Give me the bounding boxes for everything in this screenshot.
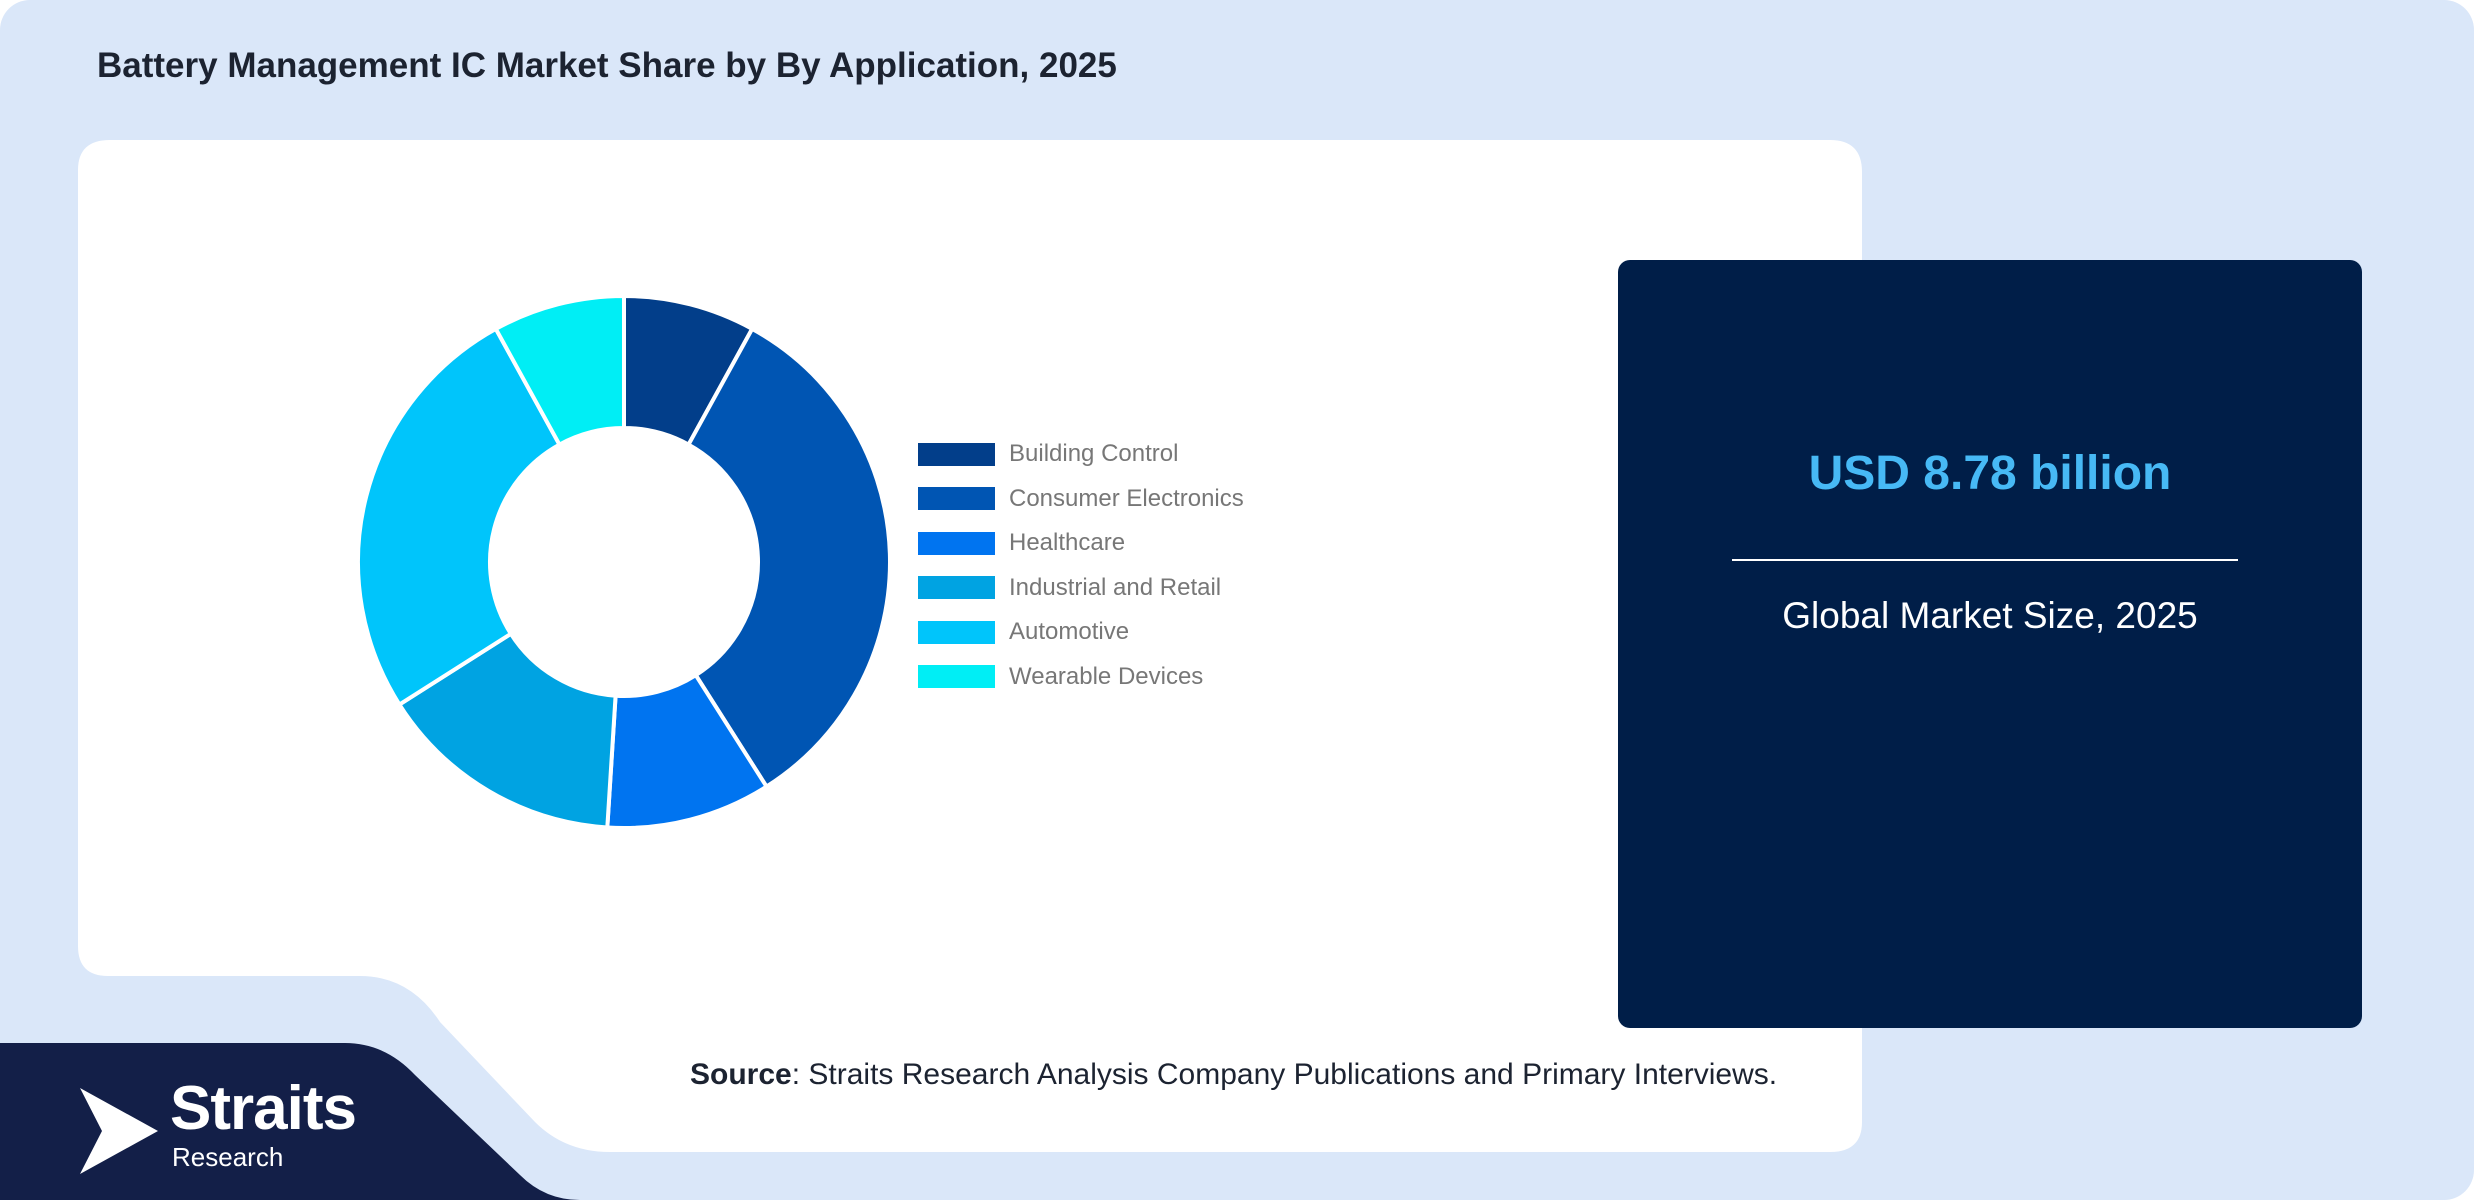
legend-label-consumer-electronics: Consumer Electronics — [1009, 484, 1244, 512]
straits-logo-icon — [80, 1088, 158, 1174]
source-label: Source — [690, 1058, 792, 1091]
donut-slice-consumer-electronics — [685, 326, 892, 790]
legend-swatch-building-control — [918, 442, 995, 466]
legend-item-automotive: Automotive — [918, 610, 1244, 655]
logo-wordmark: Straits — [170, 1074, 357, 1143]
legend-swatch-automotive — [918, 620, 995, 644]
donut-slice-industrial-and-retail — [396, 631, 618, 830]
legend-item-wearable-devices: Wearable Devices — [918, 655, 1244, 700]
legend-label-healthcare: Healthcare — [1009, 529, 1126, 557]
legend-label-automotive: Automotive — [1009, 618, 1130, 646]
legend-item-consumer-electronics: Consumer Electronics — [918, 477, 1244, 522]
legend-item-building-control: Building Control — [918, 432, 1244, 477]
legend-item-healthcare: Healthcare — [918, 521, 1244, 566]
market-size-card: USD 8.78 billion Global Market Size, 202… — [1618, 260, 2362, 1028]
market-size-label: Global Market Size, 2025 — [1782, 595, 2198, 636]
logo-subtext: Research — [172, 1142, 284, 1172]
donut-chart — [356, 293, 892, 830]
market-card-divider — [1732, 559, 2238, 561]
legend-item-industrial-and-retail: Industrial and Retail — [918, 566, 1244, 611]
legend-label-industrial-and-retail: Industrial and Retail — [1009, 573, 1222, 601]
market-size-value: USD 8.78 billion — [1808, 447, 2172, 500]
donut-slice-wearable-devices — [493, 293, 626, 448]
legend-swatch-consumer-electronics — [918, 487, 995, 511]
donut-slice-automotive — [356, 326, 563, 708]
source-text: : Straits Research Analysis Company Publ… — [791, 1058, 1778, 1091]
legend-label-building-control: Building Control — [1009, 440, 1179, 468]
legend-swatch-industrial-and-retail — [918, 576, 995, 600]
chart-legend: Building Control Consumer Electronics Heal… — [918, 432, 1244, 699]
legend-label-wearable-devices: Wearable Devices — [1009, 662, 1204, 690]
chart-title: Battery Management IC Market Share by By… — [97, 46, 1117, 85]
source-note: Source: Straits Research Analysis Compan… — [690, 1058, 1777, 1092]
legend-swatch-healthcare — [918, 531, 995, 555]
legend-swatch-wearable-devices — [918, 665, 995, 689]
